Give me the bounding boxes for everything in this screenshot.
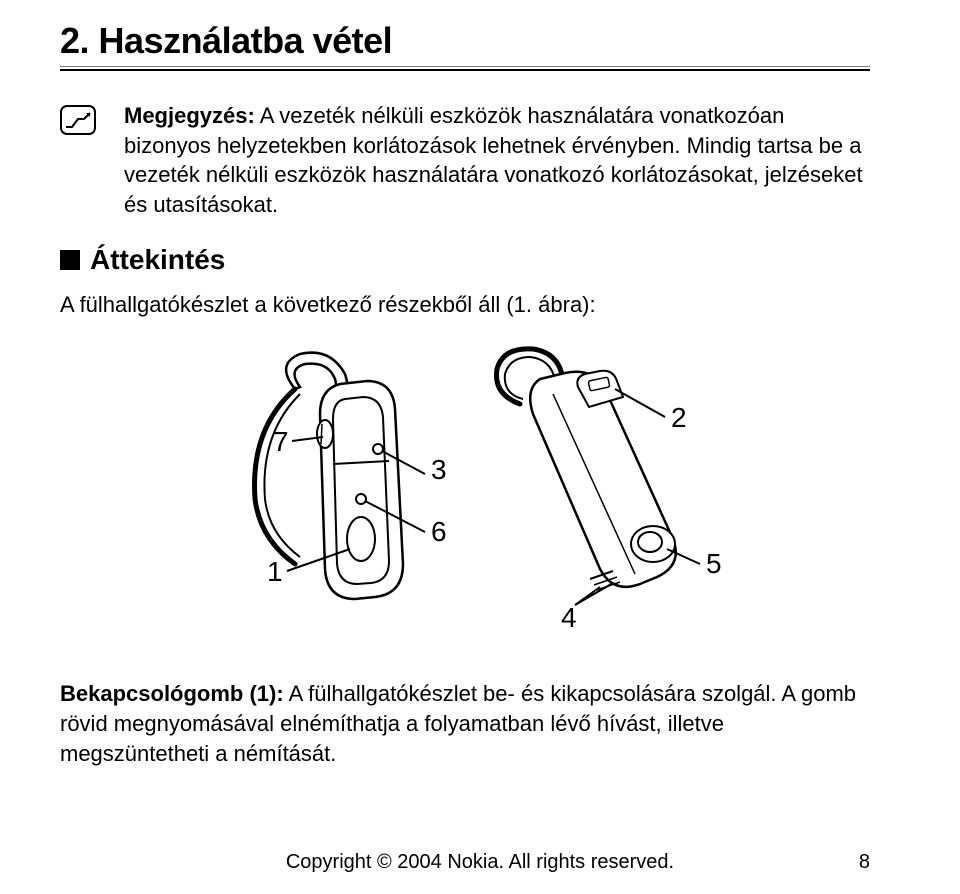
note-label: Megjegyzés: [124,103,255,128]
label-4: 4 [561,602,577,633]
power-button-description: Bekapcsológomb (1): A fülhallgatókészlet… [60,679,870,768]
footer-copyright: Copyright © 2004 Nokia. All rights reser… [0,851,960,874]
label-2: 2 [671,402,687,433]
label-3: 3 [431,454,447,485]
label-5: 5 [706,548,722,579]
square-bullet [60,250,80,270]
overview-line1: A fülhallgatókészlet a következő részekb… [60,290,870,320]
note-icon [60,105,96,135]
title-underline [60,66,870,71]
label-1: 1 [267,556,283,587]
label-6: 6 [431,516,447,547]
page-number: 8 [859,851,870,874]
overview-heading: Áttekintés [90,244,225,276]
note-text: Megjegyzés: A vezeték nélküli eszközök h… [124,101,870,220]
diagram-container: 7 1 3 6 2 5 4 [60,339,870,649]
note-block: Megjegyzés: A vezeték nélküli eszközök h… [60,101,870,220]
section-title: 2. Használatba vétel [60,20,870,62]
overview-heading-row: Áttekintés [60,244,870,276]
power-button-label: Bekapcsológomb (1): [60,681,284,706]
headset-diagram: 7 1 3 6 2 5 4 [145,339,785,649]
label-7: 7 [273,426,289,457]
